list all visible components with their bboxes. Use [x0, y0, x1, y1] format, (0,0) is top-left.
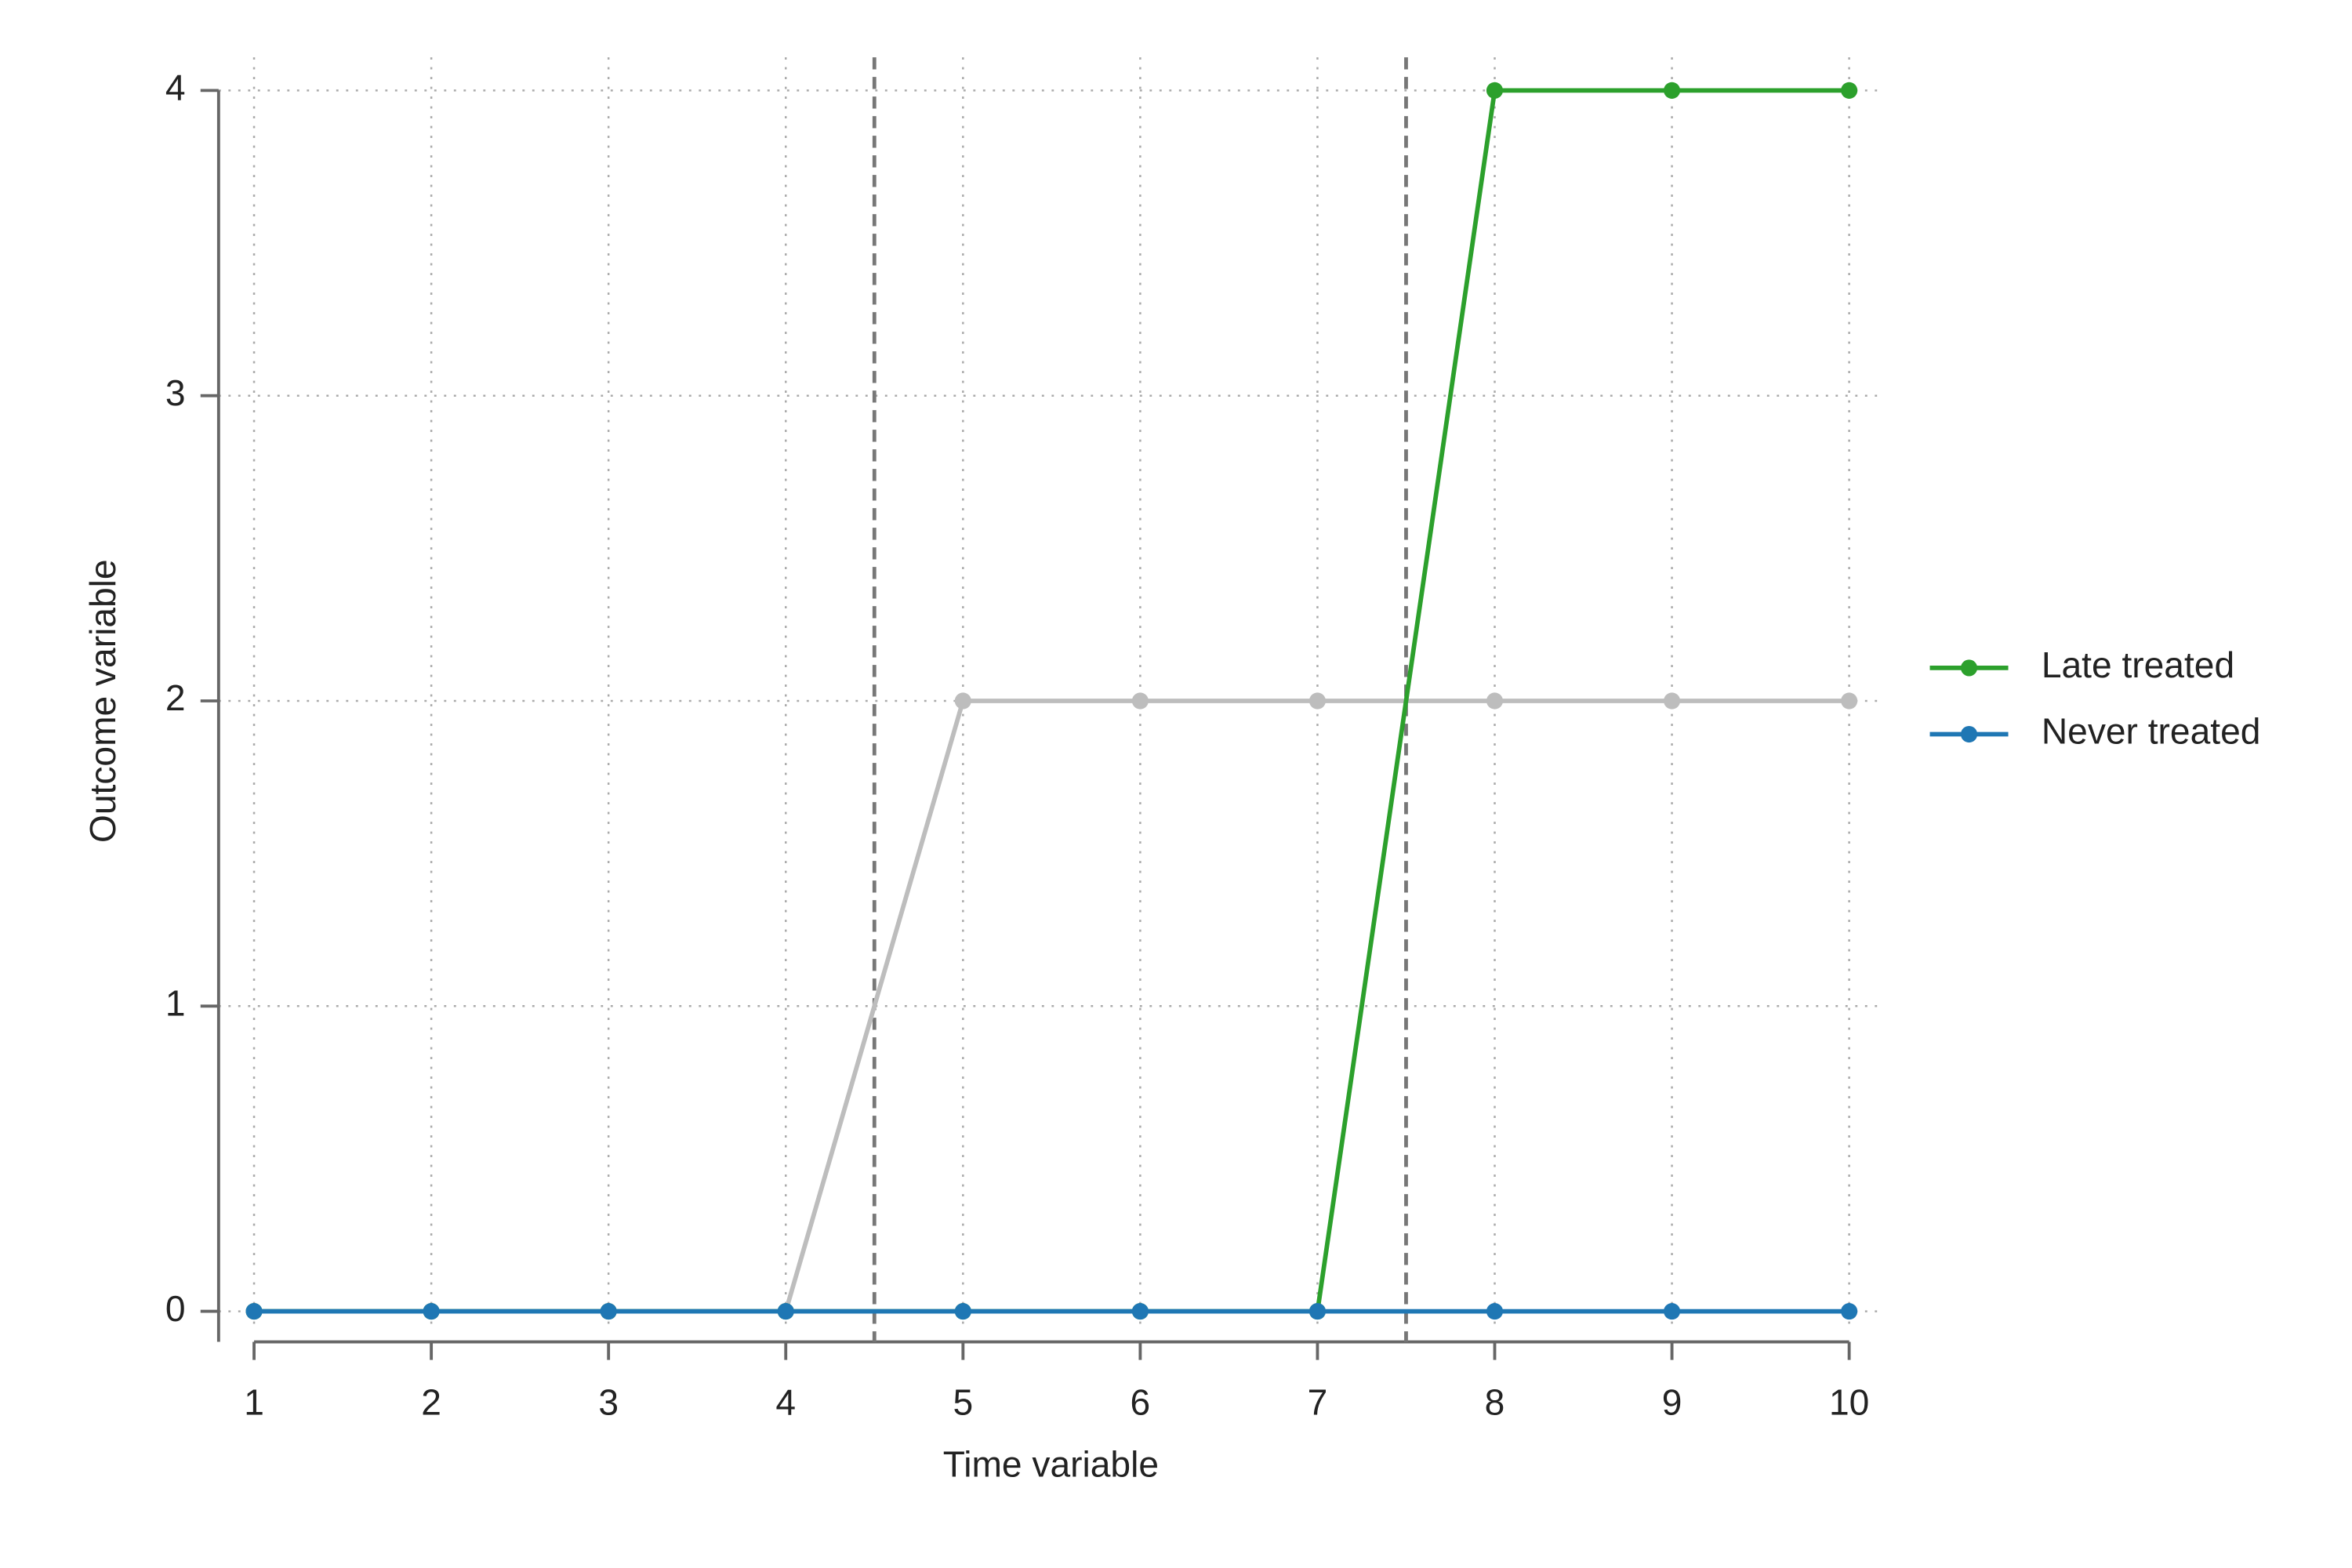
y-tick-label: 3 [165, 372, 186, 413]
legend-marker [1960, 725, 1978, 743]
y-tick-label: 0 [165, 1288, 186, 1329]
x-tick-label: 2 [421, 1381, 441, 1422]
point [1131, 1303, 1149, 1320]
x-tick-label: 8 [1485, 1381, 1505, 1422]
point [1841, 692, 1858, 710]
point [1486, 82, 1504, 99]
point [245, 1303, 263, 1320]
x-tick-label: 1 [244, 1381, 264, 1422]
legend-marker [1960, 659, 1978, 677]
point [1131, 692, 1149, 710]
y-axis-label: Outcome variable [82, 559, 123, 843]
x-tick-label: 10 [1829, 1381, 1869, 1422]
legend-label: Late treated [2042, 644, 2234, 685]
x-tick-label: 9 [1662, 1381, 1682, 1422]
point [1486, 1303, 1504, 1320]
y-tick-label: 1 [165, 982, 186, 1023]
x-tick-label: 5 [953, 1381, 973, 1422]
point [954, 1303, 971, 1320]
point [423, 1303, 440, 1320]
point [1663, 82, 1681, 99]
y-tick-label: 2 [165, 677, 186, 718]
x-tick-label: 3 [598, 1381, 619, 1422]
x-axis-label: Time variable [943, 1443, 1159, 1484]
legend-label: Never treated [2042, 711, 2261, 752]
point [1663, 1303, 1681, 1320]
point [777, 1303, 794, 1320]
point [1663, 692, 1681, 710]
y-tick-label: 4 [165, 67, 186, 108]
point [600, 1303, 617, 1320]
point [1486, 692, 1504, 710]
point [1841, 82, 1858, 99]
point [1308, 1303, 1327, 1320]
point [1308, 692, 1327, 710]
x-tick-label: 6 [1131, 1381, 1151, 1422]
point [1841, 1303, 1858, 1320]
x-tick-label: 4 [775, 1381, 796, 1422]
point [954, 692, 971, 710]
x-tick-label: 7 [1308, 1381, 1328, 1422]
